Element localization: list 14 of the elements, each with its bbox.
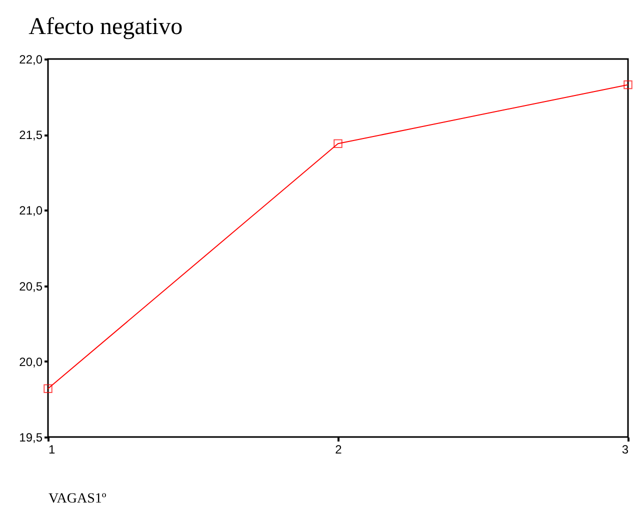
y-tick-label: 20,0 [19,354,43,369]
point [624,80,632,90]
x-axis-title: VAGAS1º [48,492,107,506]
y-tick-label: 21,5 [19,128,43,142]
y-tick-label: 21,0 [19,204,43,218]
x-tick-label: 1 [48,442,56,456]
y-tick-label: 19,5 [19,430,43,444]
chart-title: Afecto negativo [28,14,183,40]
point [44,384,52,393]
x-tick-label: 3 [622,442,629,456]
x-tick-label: 2 [335,442,342,456]
y-tick-label: 20,5 [19,279,43,294]
y-tick-label: 22,0 [19,52,43,66]
point [334,139,342,148]
